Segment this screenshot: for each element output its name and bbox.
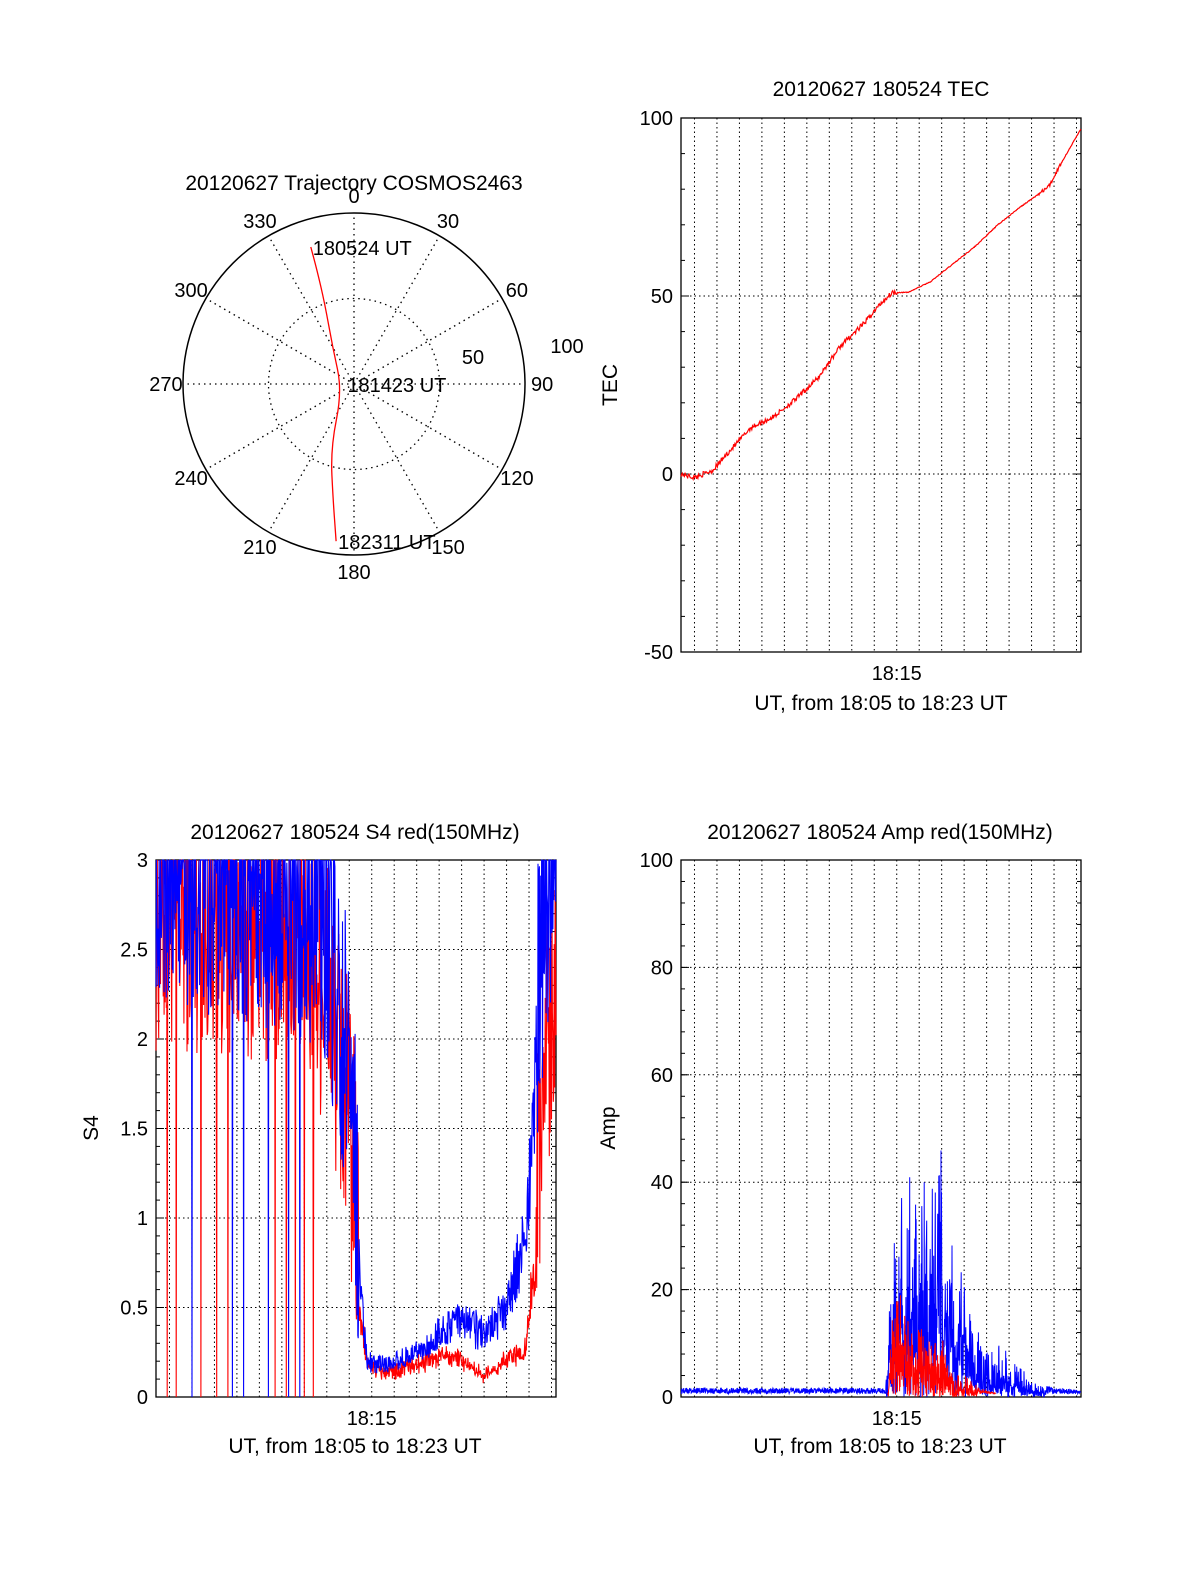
polar-radius-label-50: 50 [462,347,484,369]
y-tick-label: 80 [651,957,673,979]
amp-series [680,1150,1082,1398]
amp-x-axis-label: UT, from 18:05 to 18:23 UT [753,1435,1006,1458]
y-tick-label: 0 [662,1387,673,1409]
polar-spoke [205,383,355,471]
amp-axes: 0 20 40 60 80 100 18:15 [640,850,1082,1430]
polar-angle-label: 180 [337,562,370,584]
x-tick-label: 18:15 [347,1408,397,1430]
y-tick-label: 0 [137,1387,148,1409]
trajectory-panel: 20120627 Trajectory COSMOS2463 0 30 60 90 12… [149,172,583,584]
s4-series [155,859,557,1398]
y-tick-label: -50 [644,642,673,664]
polar-spoke [353,235,441,385]
trajectory-time-label: 182311 UT [338,532,435,554]
amp-red-line [887,1295,996,1398]
polar-angle-label: 30 [437,211,459,233]
y-tick-label: 0 [662,464,673,486]
trajectory-title: 20120627 Trajectory COSMOS2463 [185,172,522,195]
polar-radius-label-100: 100 [550,336,583,358]
y-tick-label: 100 [640,850,673,872]
polar-spoke [267,383,355,533]
amp-panel: 20120627 180524 Amp red(150MHz) Amp UT, … [597,821,1082,1458]
amp-y-axis-label: Amp [597,1106,620,1149]
y-tick-label: 20 [651,1280,673,1302]
y-tick-label: 2.5 [120,940,148,962]
plot-frame [155,859,557,1398]
s4-y-axis-label: S4 [80,1115,103,1141]
polar-angle-label: 330 [243,211,276,233]
tec-x-axis-label: UT, from 18:05 to 18:23 UT [754,692,1007,715]
trajectory-line [310,246,341,542]
y-tick-label: 1 [137,1208,148,1230]
amp-title: 20120627 180524 Amp red(150MHz) [707,821,1053,844]
polar-spoke [267,235,355,385]
plot-frame [680,117,1082,653]
polar-spoke [353,383,441,533]
y-tick-label: 40 [651,1172,673,1194]
tec-series [680,128,1082,482]
y-tick-label: 50 [651,286,673,308]
polar-angle-label: 0 [348,186,359,208]
polar-angle-label: 270 [149,374,182,396]
polar-angle-label: 120 [500,468,533,490]
y-tick-label: 2 [137,1029,148,1051]
tec-y-axis-label: TEC [599,364,622,406]
s4-panel: 20120627 180524 S4 red(150MHz) S4 UT, fr… [80,821,557,1458]
polar-angle-label: 240 [174,468,207,490]
y-tick-label: 100 [640,108,673,130]
y-tick-label: 1.5 [120,1119,148,1141]
polar-spoke [205,297,355,385]
s4-title: 20120627 180524 S4 red(150MHz) [190,821,519,844]
polar-grid [182,212,526,556]
plot-frame [680,859,1082,1398]
trajectory-series [310,246,341,542]
polar-ring-50 [267,297,441,471]
trajectory-time-label: 180524 UT [313,238,412,260]
polar-angle-labels: 0 30 60 90 120 150 180 210 240 270 300 330 [149,186,553,584]
polar-spoke [353,297,503,385]
tec-title: 20120627 180524 TEC [773,78,990,101]
tec-line [680,128,1082,482]
trajectory-time-label: 181423 UT [347,375,446,397]
y-tick-label: 0.5 [120,1298,148,1320]
y-tick-label: 3 [137,850,148,872]
amp-blue-line [680,1150,1082,1398]
polar-angle-label: 90 [531,374,553,396]
polar-angle-label: 210 [243,537,276,559]
polar-angle-label: 300 [174,280,207,302]
polar-spoke [353,383,503,471]
trajectory-annotations: 180524 UT 181423 UT 182311 UT [313,238,447,554]
polar-angle-label: 150 [431,537,464,559]
x-tick-label: 18:15 [872,1408,922,1430]
s4-blue-line [155,859,557,1398]
polar-angle-label: 60 [506,280,528,302]
x-tick-label: 18:15 [872,663,922,685]
y-tick-label: 60 [651,1065,673,1087]
tec-panel: 20120627 180524 TEC TEC UT, from 18:05 t… [599,78,1082,715]
tec-axes: -50 0 50 100 18:15 [640,108,1082,685]
s4-x-axis-label: UT, from 18:05 to 18:23 UT [228,1435,481,1458]
s4-red-line [155,859,557,1398]
